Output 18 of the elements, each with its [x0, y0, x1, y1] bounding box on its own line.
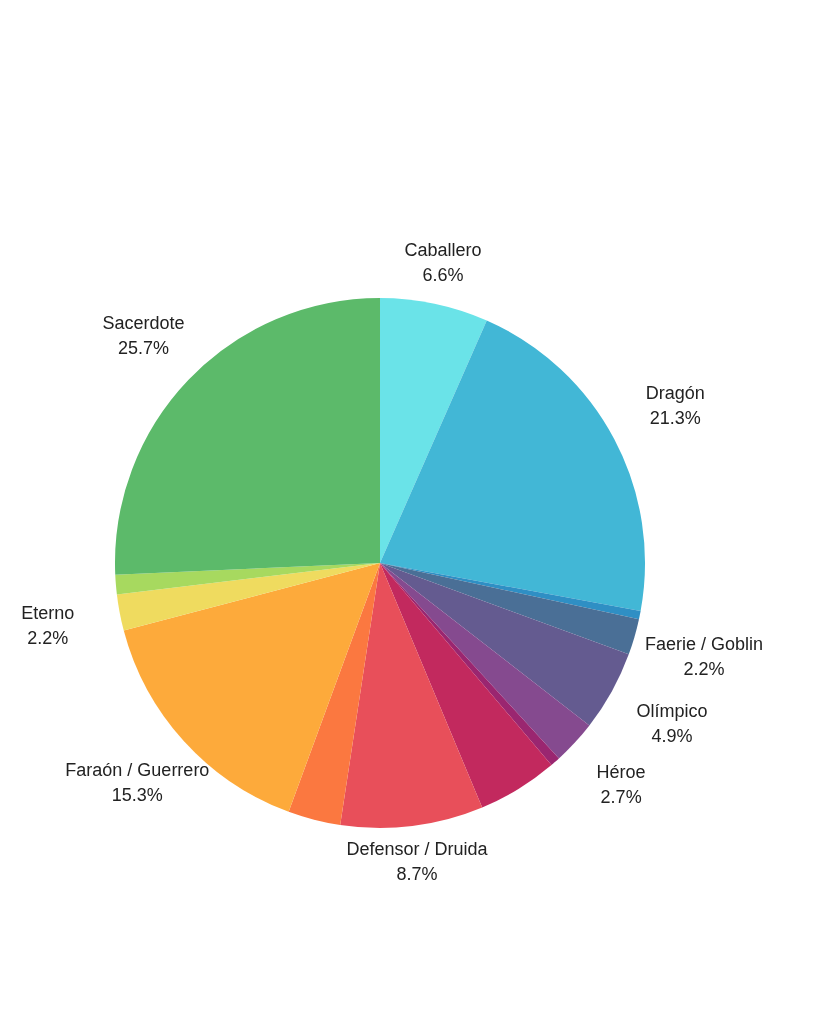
- data-label: 2.2%: [683, 658, 725, 679]
- slice-label: Defensor / Druida: [346, 839, 489, 860]
- data-label: 21.3%: [649, 408, 701, 429]
- slice-label: Faerie / Goblin: [644, 633, 763, 654]
- slice-label: Eterno: [21, 602, 75, 623]
- data-label: 8.7%: [396, 864, 438, 885]
- slice-label: Sacerdote: [102, 313, 185, 334]
- data-label: 25.7%: [117, 338, 170, 359]
- slice-label: Faraón / Guerrero: [65, 760, 210, 781]
- data-label: 15.3%: [111, 785, 163, 806]
- slice-label: Héroe: [596, 761, 646, 782]
- slice-label: Dragón: [645, 383, 705, 404]
- data-label: 2.2%: [27, 627, 69, 648]
- data-label: 6.6%: [422, 265, 464, 286]
- slice-label: Caballero: [404, 240, 482, 261]
- data-label: 4.9%: [651, 726, 693, 747]
- slice-label: Olímpico: [636, 701, 708, 722]
- data-label: 2.7%: [600, 786, 642, 807]
